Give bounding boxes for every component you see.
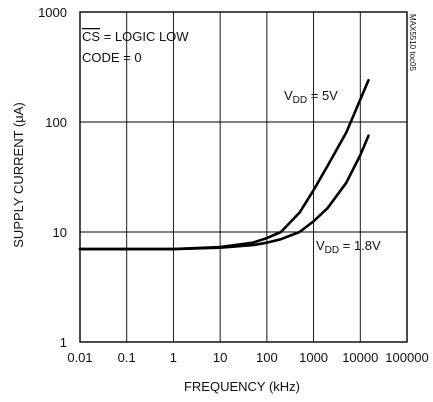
x-tick-label: 10 (213, 350, 227, 365)
plot-frame (79, 11, 408, 343)
x-tick-label: 10000 (342, 350, 378, 365)
code-annotation: CODE = 0 (82, 50, 142, 65)
series-label-sub: DD (293, 95, 307, 106)
x-tick-label: 1000 (299, 350, 328, 365)
figure-id-note: MAX5510 toc05 (408, 14, 417, 71)
series-line-vdd-1-8v (78, 134, 370, 251)
x-tick-label: 100 (256, 350, 278, 365)
series-label-v: V (284, 88, 293, 103)
condition-annotation: CS = LOGIC LOW CODE = 0 (82, 29, 189, 65)
cs-overbar-text: CS (82, 29, 100, 44)
x-tick-label: 1 (170, 350, 177, 365)
x-tick-label: 0.01 (67, 350, 92, 365)
y-tick-label: 100 (45, 115, 67, 130)
x-tick-label: 0.1 (118, 350, 136, 365)
series-label-vdd-5v: VDD = 5V (284, 88, 338, 106)
series-label-vdd-1-8v: VDD = 1.8V (316, 238, 381, 256)
series-label-tail: = 5V (307, 88, 338, 103)
y-axis-title: SUPPLY CURRENT (µA) (11, 102, 26, 247)
y-tick-label: 10 (53, 225, 67, 240)
cs-annotation: CS = LOGIC LOW (82, 29, 189, 44)
y-tick-label: 1000 (38, 5, 67, 20)
series-label-sub: DD (325, 245, 339, 256)
series-layer (78, 78, 370, 251)
x-tick-label: 100000 (385, 350, 428, 365)
tick-labels: 0.01 0.1 1 10 100 1000 10000 100000 1 10 100 1000 (38, 5, 429, 365)
x-axis-title: FREQUENCY (kHz) (184, 379, 300, 394)
series-label-v: V (316, 238, 325, 253)
series-line-vdd-5v (78, 78, 370, 251)
y-tick-label: 1 (60, 335, 67, 350)
grid (80, 12, 407, 342)
cs-rest-text: = LOGIC LOW (100, 29, 189, 44)
series-label-tail: = 1.8V (339, 238, 381, 253)
